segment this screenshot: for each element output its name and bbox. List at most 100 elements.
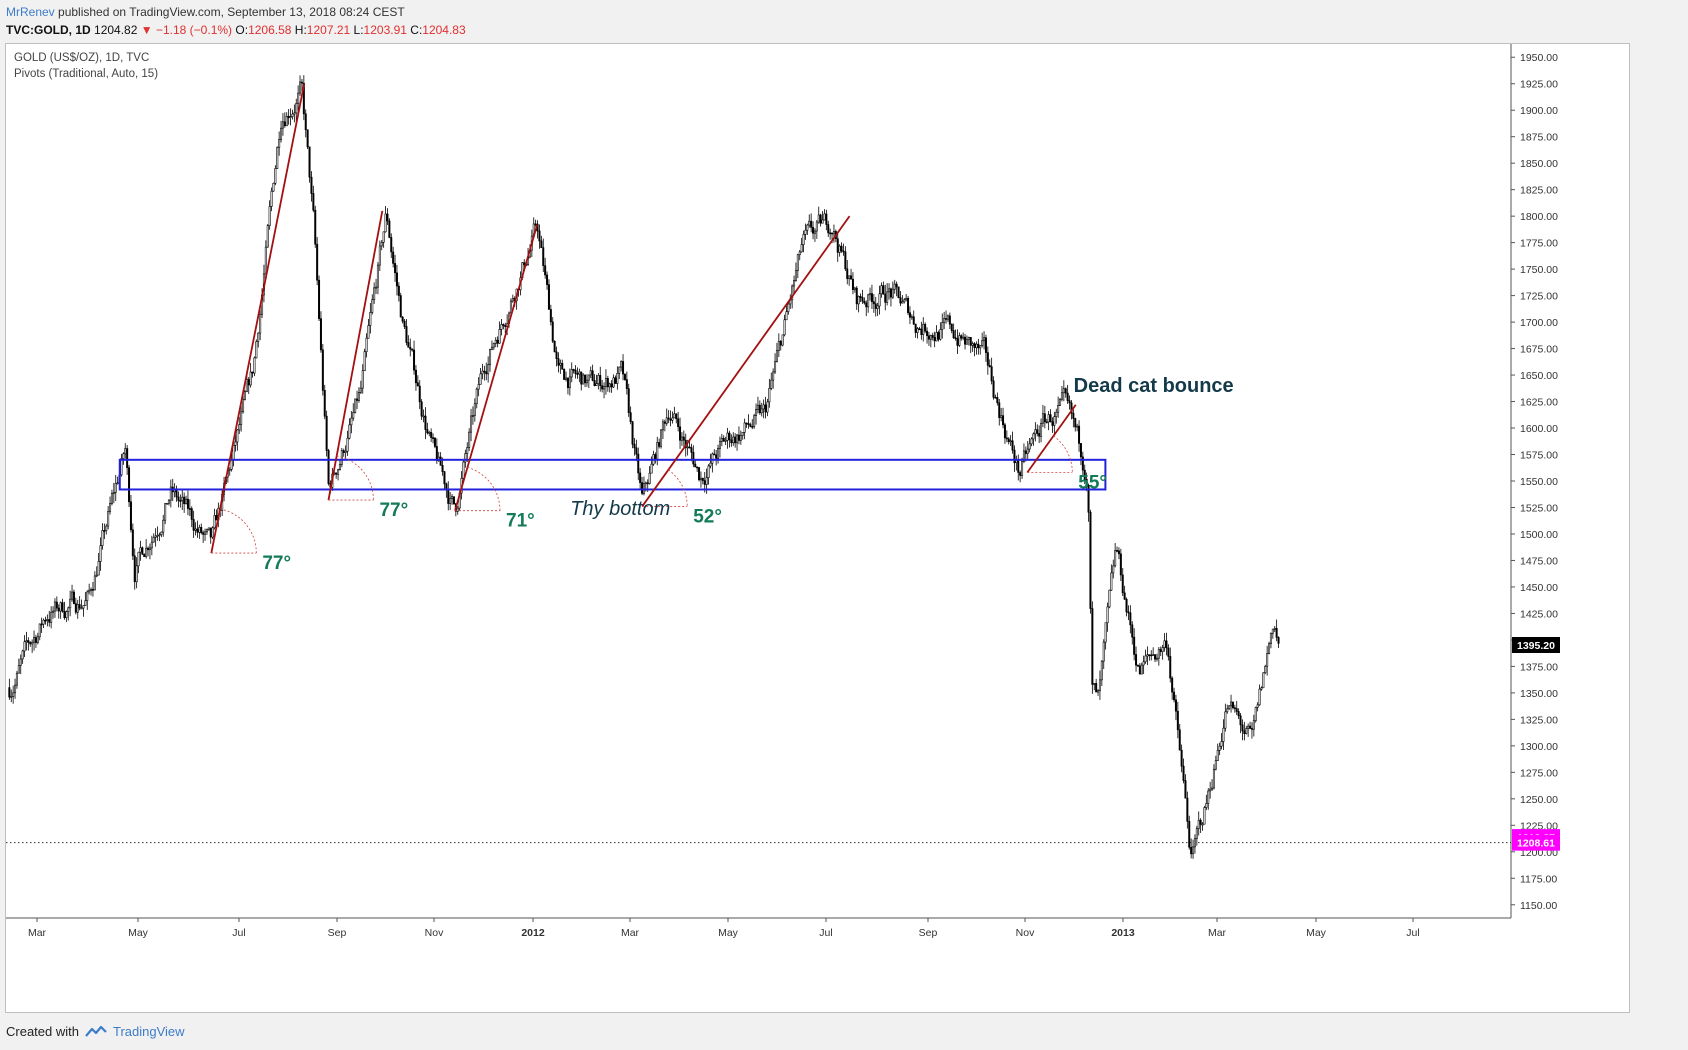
- candle-body: [439, 456, 442, 466]
- candle-body: [660, 429, 663, 447]
- candle-body: [1262, 672, 1265, 689]
- low-label: L:: [353, 23, 364, 37]
- candle-body: [1021, 461, 1024, 476]
- candle-body: [38, 623, 41, 638]
- candle-body: [456, 507, 459, 512]
- candle-body: [682, 436, 685, 441]
- candle-body: [300, 81, 303, 84]
- candle-body: [1097, 690, 1100, 693]
- candle-body: [84, 600, 87, 606]
- candle-body: [1203, 807, 1206, 825]
- angle-arc: [1053, 435, 1073, 473]
- candle-body: [1237, 711, 1240, 717]
- candle-body: [675, 413, 678, 420]
- candle-body: [718, 441, 721, 449]
- candle-body: [983, 337, 986, 342]
- candle-body: [1144, 655, 1147, 663]
- candle-body: [451, 496, 454, 499]
- candle-body: [924, 324, 927, 332]
- candle-body: [739, 435, 742, 441]
- candle-body: [426, 429, 429, 434]
- candle-body: [388, 220, 391, 238]
- candle-body: [489, 349, 492, 365]
- candle-body: [278, 139, 281, 148]
- candle-body: [40, 623, 43, 626]
- candle-body: [931, 335, 934, 338]
- candle-body: [565, 377, 568, 380]
- candle-body: [962, 336, 965, 339]
- candle-body: [542, 247, 545, 266]
- candle-body: [243, 391, 246, 400]
- candle-body: [1173, 691, 1176, 701]
- candle-body: [63, 611, 66, 619]
- down-arrow-icon: ▼: [140, 23, 153, 37]
- angle-label: 71°: [506, 511, 535, 532]
- candle-body: [1214, 760, 1217, 770]
- candle-body: [798, 251, 801, 256]
- candle-body: [59, 602, 62, 612]
- candle-body: [1218, 745, 1221, 751]
- candle-body: [618, 366, 621, 374]
- candle-body: [88, 589, 91, 593]
- candle-body: [760, 408, 763, 414]
- chart-legend-title: GOLD (US$/OZ), 1D, TVC: [14, 52, 149, 64]
- candle-body: [654, 454, 657, 460]
- candle-body: [230, 459, 233, 470]
- candle-body: [1110, 572, 1113, 591]
- y-tick-label: 1700.00: [1520, 317, 1558, 329]
- candle-body: [1040, 422, 1043, 437]
- candle-body: [61, 602, 64, 612]
- candle-body: [992, 380, 995, 398]
- candle-body: [1079, 443, 1082, 458]
- candle-body: [346, 437, 349, 452]
- annotation-dead-cat-bounce: Dead cat bounce: [1074, 375, 1234, 397]
- candle-body: [76, 604, 79, 613]
- candle-body: [289, 116, 292, 118]
- y-tick-label: 1550.00: [1520, 476, 1558, 488]
- candle-body: [1268, 643, 1271, 654]
- candle-body: [988, 365, 991, 367]
- candle-body: [502, 324, 505, 326]
- tradingview-link[interactable]: TradingView: [112, 1024, 185, 1039]
- y-tick-label: 1600.00: [1520, 423, 1558, 435]
- candle-body: [443, 471, 446, 485]
- high-value: 1207.21: [306, 23, 351, 37]
- candle-body: [33, 637, 36, 643]
- candle-body: [817, 214, 820, 223]
- candle-body: [479, 373, 482, 385]
- candle-body: [741, 432, 744, 436]
- candle-body: [357, 392, 360, 401]
- candle-body: [663, 421, 666, 424]
- candle-body: [384, 213, 387, 233]
- candle-body: [361, 370, 364, 389]
- candle-body: [595, 383, 598, 386]
- candle-body: [78, 604, 81, 609]
- candle-body: [373, 287, 376, 301]
- candle-body: [907, 297, 910, 314]
- candle-body: [743, 422, 746, 433]
- candle-body: [1250, 728, 1253, 730]
- candle-body: [855, 287, 858, 305]
- y-tick-label: 1825.00: [1520, 185, 1558, 197]
- candle-body: [169, 486, 172, 501]
- candle-body: [658, 442, 661, 447]
- candle-body: [549, 309, 552, 323]
- candle-body: [844, 251, 847, 270]
- candle-body: [1154, 654, 1157, 660]
- candle-body: [312, 193, 315, 211]
- price-chart[interactable]: GOLD (US$/OZ), 1D, TVC Pivots (Tradition…: [6, 44, 1629, 1012]
- chart-area[interactable]: GOLD (US$/OZ), 1D, TVC Pivots (Tradition…: [5, 43, 1630, 1013]
- candle-body: [1258, 688, 1261, 706]
- candle-body: [650, 463, 653, 474]
- candle-body: [1197, 819, 1200, 829]
- x-tick-label: Sep: [328, 927, 347, 939]
- candle-body: [764, 404, 767, 413]
- candle-body: [823, 213, 826, 221]
- angle-label: 55°: [1078, 473, 1107, 494]
- candle-body: [352, 412, 355, 419]
- author-link[interactable]: MrRenev: [6, 5, 55, 19]
- candle-body: [67, 607, 70, 613]
- candle-body: [918, 328, 921, 330]
- candle-body: [625, 379, 628, 389]
- candle-body: [644, 482, 647, 485]
